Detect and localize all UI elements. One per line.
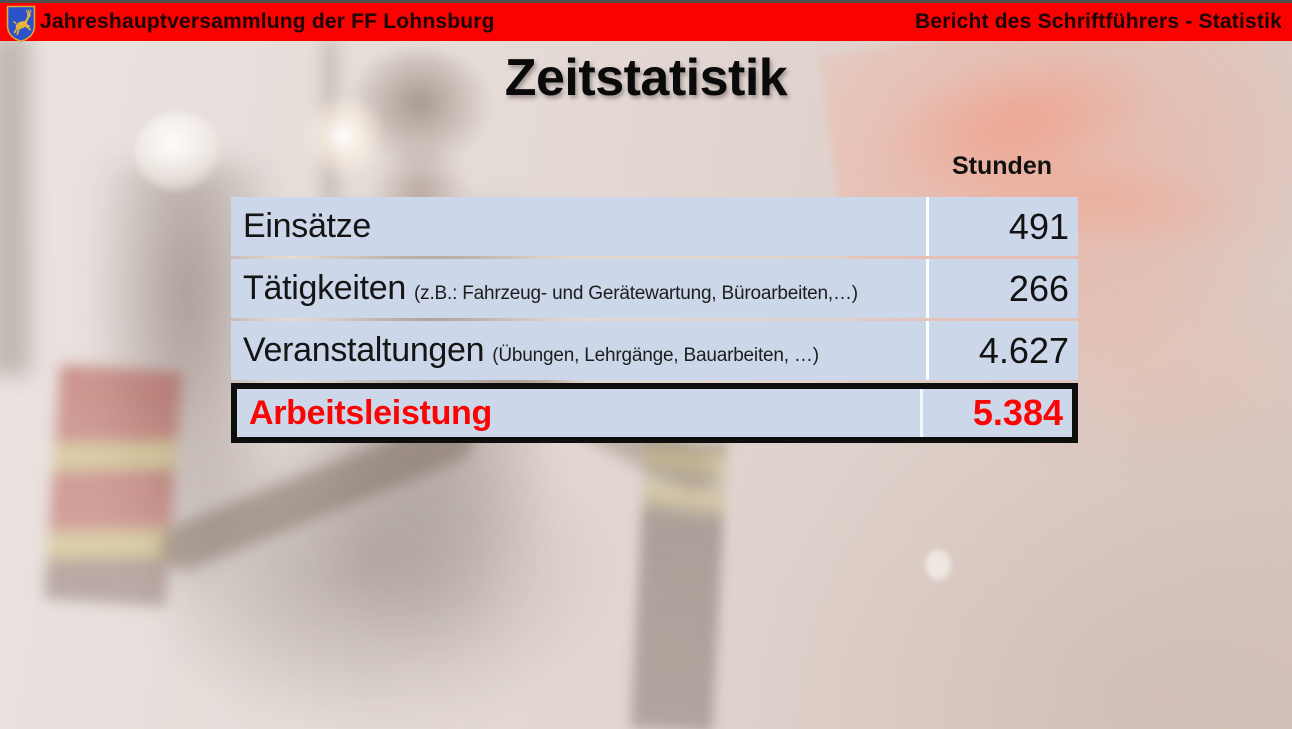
table-row-veranstaltungen: Veranstaltungen (Übungen, Lehrgänge, Baua…	[231, 321, 1078, 380]
row-value: 5.384	[920, 389, 1072, 437]
row-note: (Übungen, Lehrgänge, Bauarbeiten, …)	[492, 345, 819, 366]
column-header-stunden: Stunden	[952, 152, 1052, 180]
table-row-taetigkeiten: Tätigkeiten (z.B.: Fahrzeug- und Gerätewa…	[231, 259, 1078, 318]
row-label-text: Arbeitsleistung	[249, 394, 492, 432]
row-label-text: Veranstaltungen	[243, 331, 485, 369]
row-label: Arbeitsleistung	[237, 389, 920, 437]
page-title: Zeitstatistik	[504, 49, 788, 107]
statistics-table: Einsätze 491 Tätigkeiten (z.B.: Fahrzeug-…	[231, 197, 1078, 443]
header-left-title: Jahreshauptversammlung der FF Lohnsburg	[40, 10, 495, 33]
row-label-text: Einsätze	[243, 207, 372, 245]
row-note: (z.B.: Fahrzeug- und Gerätewartung, Büro…	[414, 283, 858, 304]
table-row-arbeitsleistung-total: Arbeitsleistung 5.384	[231, 383, 1078, 443]
row-value: 491	[926, 197, 1078, 256]
stag-icon	[13, 9, 32, 36]
lohnsburg-crest-icon	[6, 5, 36, 42]
slide-header-bar: Jahreshauptversammlung der FF Lohnsburg …	[0, 0, 1292, 41]
row-label: Veranstaltungen (Übungen, Lehrgänge, Baua…	[231, 321, 926, 380]
header-right-title: Bericht des Schriftführers - Statistik	[914, 10, 1282, 33]
table-row-einsaetze: Einsätze 491	[231, 197, 1078, 256]
red-jacket-silhouette	[43, 364, 183, 607]
row-label: Einsätze	[231, 197, 926, 256]
gear-shadow	[170, 430, 600, 729]
row-label-text: Tätigkeiten	[243, 269, 407, 307]
row-value: 4.627	[926, 321, 1078, 380]
row-value: 266	[926, 259, 1078, 318]
white-helmet-highlight	[135, 112, 221, 192]
row-label: Tätigkeiten (z.B.: Fahrzeug- und Gerätewa…	[231, 259, 926, 318]
window-light-spot	[925, 550, 951, 580]
striped-sleeve-silhouette	[630, 438, 728, 729]
